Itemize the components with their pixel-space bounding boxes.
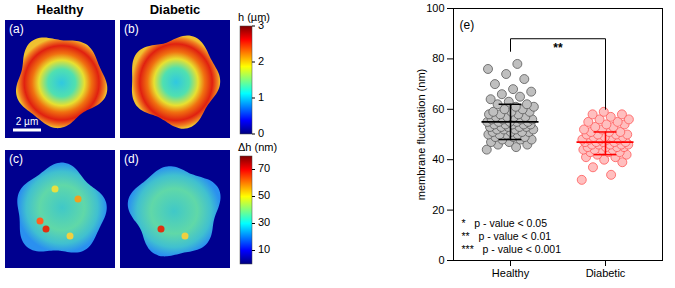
svg-text:Healthy: Healthy — [37, 2, 85, 17]
svg-text:membrane fluctuation (nm): membrane fluctuation (nm) — [415, 69, 427, 200]
svg-text:(c): (c) — [9, 152, 23, 166]
svg-text:0: 0 — [258, 127, 264, 139]
svg-text:(b): (b) — [124, 22, 139, 36]
svg-text:(e): (e) — [460, 18, 475, 32]
svg-text:1: 1 — [258, 91, 264, 103]
svg-text:(a): (a) — [9, 22, 24, 36]
svg-text:40: 40 — [432, 153, 444, 165]
svg-text:10: 10 — [258, 243, 270, 255]
svg-text:2 µm: 2 µm — [16, 116, 38, 127]
svg-text:Δh (nm): Δh (nm) — [238, 141, 277, 153]
svg-text:3: 3 — [258, 18, 265, 31]
svg-text:**: ** — [553, 41, 563, 55]
svg-text:** p - value < 0.01: ** p - value < 0.01 — [462, 230, 552, 242]
svg-text:h (µm): h (µm) — [238, 11, 270, 23]
svg-text:* p - value < 0.05: * p - value < 0.05 — [462, 217, 548, 229]
svg-text:60: 60 — [432, 103, 444, 115]
svg-text:*** p - value < 0.001: *** p - value < 0.001 — [462, 243, 562, 255]
svg-text:100: 100 — [426, 2, 444, 14]
svg-text:0: 0 — [438, 254, 444, 266]
svg-text:Diabetic: Diabetic — [586, 267, 626, 279]
svg-text:70: 70 — [258, 162, 270, 174]
svg-text:(d): (d) — [124, 152, 139, 166]
svg-text:Healthy: Healthy — [492, 267, 530, 279]
svg-text:2: 2 — [258, 55, 264, 67]
svg-text:Diabetic: Diabetic — [150, 2, 201, 17]
svg-text:30: 30 — [258, 216, 270, 228]
svg-text:80: 80 — [432, 52, 444, 64]
svg-text:50: 50 — [258, 189, 270, 201]
svg-text:20: 20 — [432, 204, 444, 216]
